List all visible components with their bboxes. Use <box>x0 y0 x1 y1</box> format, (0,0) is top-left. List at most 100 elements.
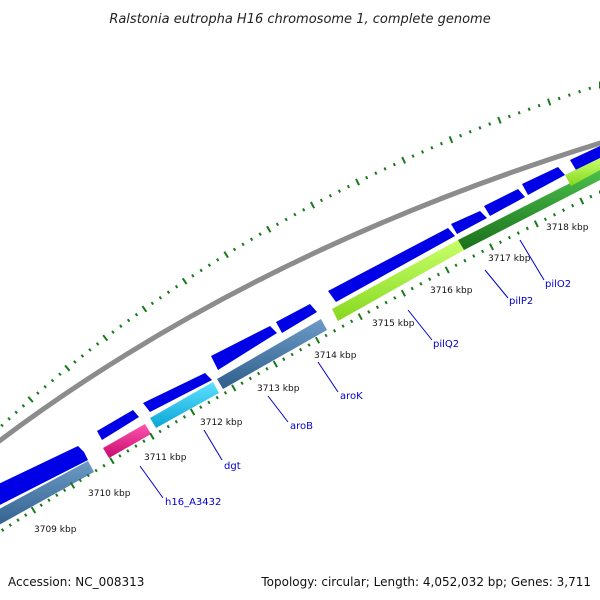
gene-label[interactable]: aroK <box>340 391 363 402</box>
ring-tick <box>401 156 407 164</box>
feature-segment-cyan <box>150 382 219 428</box>
ring-tick <box>400 289 406 297</box>
ring-tick <box>272 360 278 368</box>
ring-tick <box>199 268 203 273</box>
ring-tick <box>134 312 139 317</box>
ring-tick <box>64 364 71 372</box>
ring-tick <box>174 419 178 424</box>
ring-tick <box>468 130 472 134</box>
gene-leaders <box>139 239 545 499</box>
ring-tick <box>119 324 123 328</box>
ring-tick <box>436 272 440 277</box>
ring-tick <box>166 424 170 429</box>
ring-tick <box>367 310 371 314</box>
tick-label: 3709 kbp <box>34 525 77 535</box>
tick-label: 3718 kbp <box>546 223 589 233</box>
tick-label: 3714 kbp <box>314 351 357 361</box>
gene-label[interactable]: aroB <box>290 421 313 432</box>
ring-tick <box>21 404 26 408</box>
feature-track <box>0 158 600 525</box>
ring-tick <box>547 98 552 106</box>
ring-tick <box>181 277 188 285</box>
ring-tick <box>158 429 162 434</box>
tick-label: 3712 kbp <box>200 418 243 428</box>
ring-tick <box>241 242 245 247</box>
leader-line <box>203 429 223 461</box>
ring-tick <box>141 305 148 313</box>
cds-arrow <box>570 146 600 170</box>
ring-tick <box>231 384 237 392</box>
ring-tick <box>552 212 557 217</box>
map-title: Ralstonia eutropha H16 chromosome 1, com… <box>109 12 490 27</box>
ring-tick <box>337 189 341 193</box>
ring-tick <box>240 381 244 385</box>
feature-segment-lime <box>332 240 464 321</box>
ring-tick <box>109 457 115 465</box>
gene-label[interactable]: h16_A3432 <box>165 497 221 508</box>
gene-label[interactable]: pilQ2 <box>433 339 459 350</box>
ring-tick <box>248 376 252 381</box>
ring-tick <box>16 518 20 522</box>
gene-label[interactable]: dgt <box>224 461 241 472</box>
ring-tick <box>507 235 511 240</box>
ring-tick <box>489 243 494 251</box>
feature-segment-lime <box>565 158 600 186</box>
cds-arrow <box>97 410 139 440</box>
ring-tick <box>459 133 463 138</box>
accession-text: Accession: NC_008313 <box>8 575 144 589</box>
tick-label: 3716 kbp <box>430 286 473 296</box>
ring-tick <box>374 171 378 176</box>
tick-label: 3713 kbp <box>257 384 300 394</box>
cds-arrow <box>328 228 455 302</box>
ring-tick <box>232 247 237 252</box>
ring-tick <box>223 251 229 259</box>
cds-track <box>0 146 600 505</box>
leader-line <box>139 465 164 499</box>
ring-tick <box>589 194 593 199</box>
ring-tick <box>0 528 5 532</box>
tick-labels: 3709 kbp 3710 kbp 3711 kbp 3712 kbp 3713… <box>34 223 589 535</box>
ring-tick <box>533 220 539 228</box>
ring-tick <box>290 352 294 357</box>
ring-tick <box>507 114 511 119</box>
ring-tick <box>111 330 115 334</box>
ring-tick <box>88 348 92 352</box>
ring-tick <box>14 410 18 415</box>
ring-tick <box>102 463 106 468</box>
leader-line <box>267 395 289 423</box>
ring-tick <box>307 343 311 347</box>
ring-tick <box>571 203 575 208</box>
ring-tick <box>517 111 521 115</box>
gene-label[interactable]: pilO2 <box>545 279 571 290</box>
cds-arrow <box>522 167 565 195</box>
tick-label: 3717 kbp <box>488 254 531 264</box>
ring-tick <box>216 258 220 262</box>
ring-tick <box>284 217 288 222</box>
ring-tick <box>392 162 396 167</box>
gene-label[interactable]: pilP2 <box>509 296 533 307</box>
ring-tick <box>174 284 179 289</box>
ring-tick <box>448 136 454 144</box>
ring-tick <box>36 391 40 395</box>
feature-segment-magenta <box>103 424 151 458</box>
outer-dot-ring <box>0 81 600 428</box>
ring-tick <box>7 417 11 421</box>
ring-tick <box>410 286 414 291</box>
ring-tick <box>134 444 138 448</box>
ring-tick <box>78 478 82 483</box>
ring-tick <box>302 208 306 212</box>
ring-tick <box>488 122 492 126</box>
ring-tick <box>299 347 303 352</box>
ring-tick <box>282 357 286 362</box>
genome-summary-text: Topology: circular; Length: 4,052,032 bp… <box>260 575 591 589</box>
feature-segment-steel <box>0 461 94 525</box>
ring-tick <box>30 506 37 514</box>
ring-tick <box>207 400 211 405</box>
feature-segment-steel <box>217 319 327 389</box>
ring-tick <box>393 296 397 300</box>
ring-tick <box>126 449 130 453</box>
ring-tick <box>142 439 146 443</box>
ring-tick <box>8 523 12 527</box>
leader-line <box>484 269 509 299</box>
